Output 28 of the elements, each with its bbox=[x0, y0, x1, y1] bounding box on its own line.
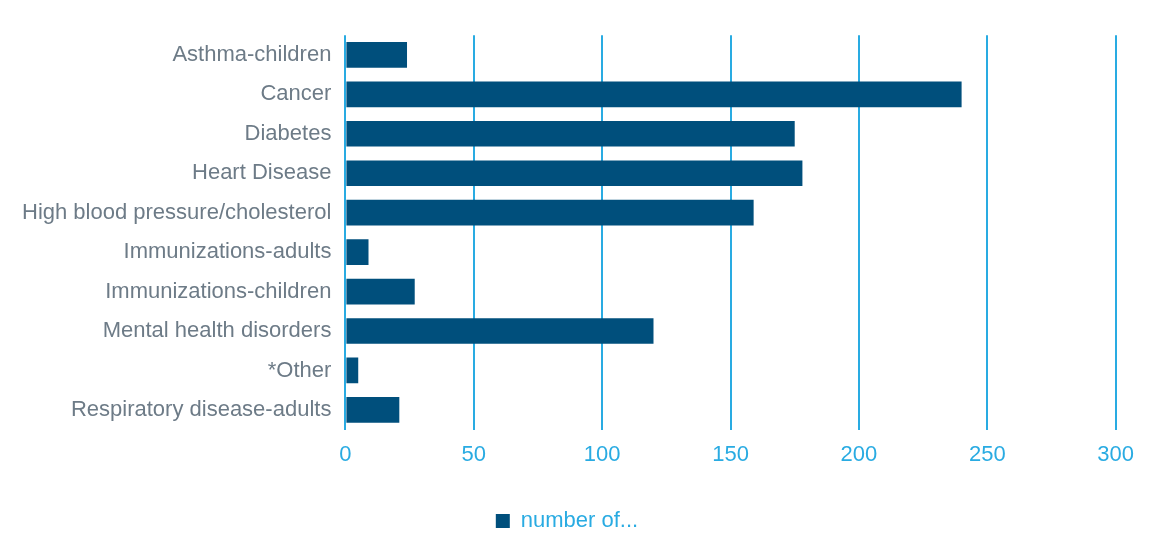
x-tick-label: 100 bbox=[583, 440, 621, 466]
bar bbox=[346, 278, 415, 305]
y-tick-label: Respiratory disease-adults bbox=[70, 395, 332, 421]
bar bbox=[346, 318, 654, 344]
y-tick-label: Diabetes bbox=[244, 119, 332, 145]
y-tick-label: Immunizations-children bbox=[105, 277, 332, 303]
x-tick-label: 300 bbox=[1097, 440, 1135, 466]
x-tick-label: 150 bbox=[712, 440, 749, 466]
bar bbox=[346, 199, 754, 226]
bar bbox=[346, 120, 795, 147]
bar bbox=[346, 357, 359, 384]
x-tick-label: 50 bbox=[461, 440, 487, 466]
x-tick-label: 200 bbox=[840, 440, 878, 466]
y-tick-label: Heart Disease bbox=[192, 159, 332, 185]
x-tick-label: 250 bbox=[968, 440, 1006, 466]
y-tick-label: Cancer bbox=[260, 80, 332, 106]
y-tick-label: Mental health disorders bbox=[102, 317, 332, 343]
legend-label: number of... bbox=[520, 507, 639, 533]
bar bbox=[346, 160, 803, 187]
x-tick-label: 0 bbox=[339, 440, 352, 466]
bar bbox=[346, 239, 369, 265]
y-tick-label: Asthma-children bbox=[172, 40, 332, 66]
bar bbox=[346, 42, 408, 68]
y-tick-label: Immunizations-adults bbox=[123, 238, 332, 264]
bar bbox=[346, 397, 400, 423]
bar bbox=[346, 81, 962, 108]
y-tick-label: *Other bbox=[267, 356, 332, 382]
y-tick-label: High blood pressure/cholesterol bbox=[21, 198, 332, 224]
